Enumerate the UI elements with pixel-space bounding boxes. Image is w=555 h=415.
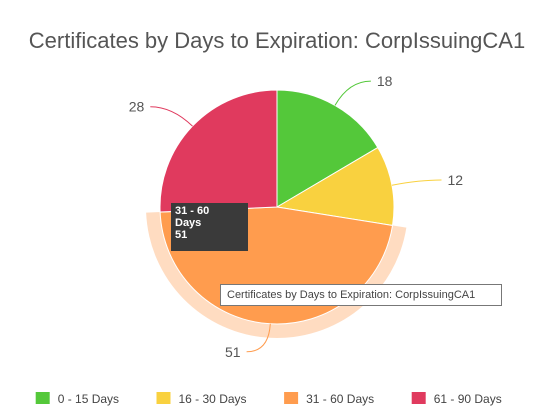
legend-item[interactable]: 31 - 60 Days (284, 392, 374, 406)
leader-line (334, 80, 371, 106)
legend-swatch (284, 392, 299, 404)
data-label: 12 (448, 172, 464, 188)
slice-tooltip-category: 31 - 60 (175, 205, 210, 217)
pie-slice-16-30days[interactable] (275, 146, 395, 227)
title-tooltip: Certificates by Days to Expiration: Corp… (220, 284, 502, 306)
slice-tooltip-value: 51 (175, 229, 188, 241)
slice-tooltip: 31 - 60 Days 51 (171, 203, 248, 251)
legend-label: 0 - 15 Days (58, 392, 119, 406)
legend-item[interactable]: 16 - 30 Days (156, 392, 247, 406)
leader-line (246, 323, 271, 353)
slice-tooltip-unit: Days (175, 217, 202, 229)
legend-label: 16 - 30 Days (179, 392, 247, 406)
legend-item[interactable]: 61 - 90 Days (411, 392, 502, 406)
data-label: 51 (225, 344, 241, 360)
leader-line (391, 179, 442, 186)
leader-line (150, 106, 193, 127)
pie-slice-61-90days[interactable] (159, 89, 278, 213)
legend-label: 31 - 60 Days (306, 392, 374, 406)
legend-item[interactable]: 0 - 15 Days (35, 392, 119, 406)
data-label: 28 (129, 99, 145, 115)
legend-swatch (156, 392, 171, 404)
legend-swatch (411, 392, 426, 404)
chart-title: Certificates by Days to Expiration: Corp… (29, 28, 525, 53)
legend-label: 61 - 90 Days (434, 392, 502, 406)
data-label: 18 (377, 73, 393, 89)
legend-swatch (35, 392, 50, 404)
